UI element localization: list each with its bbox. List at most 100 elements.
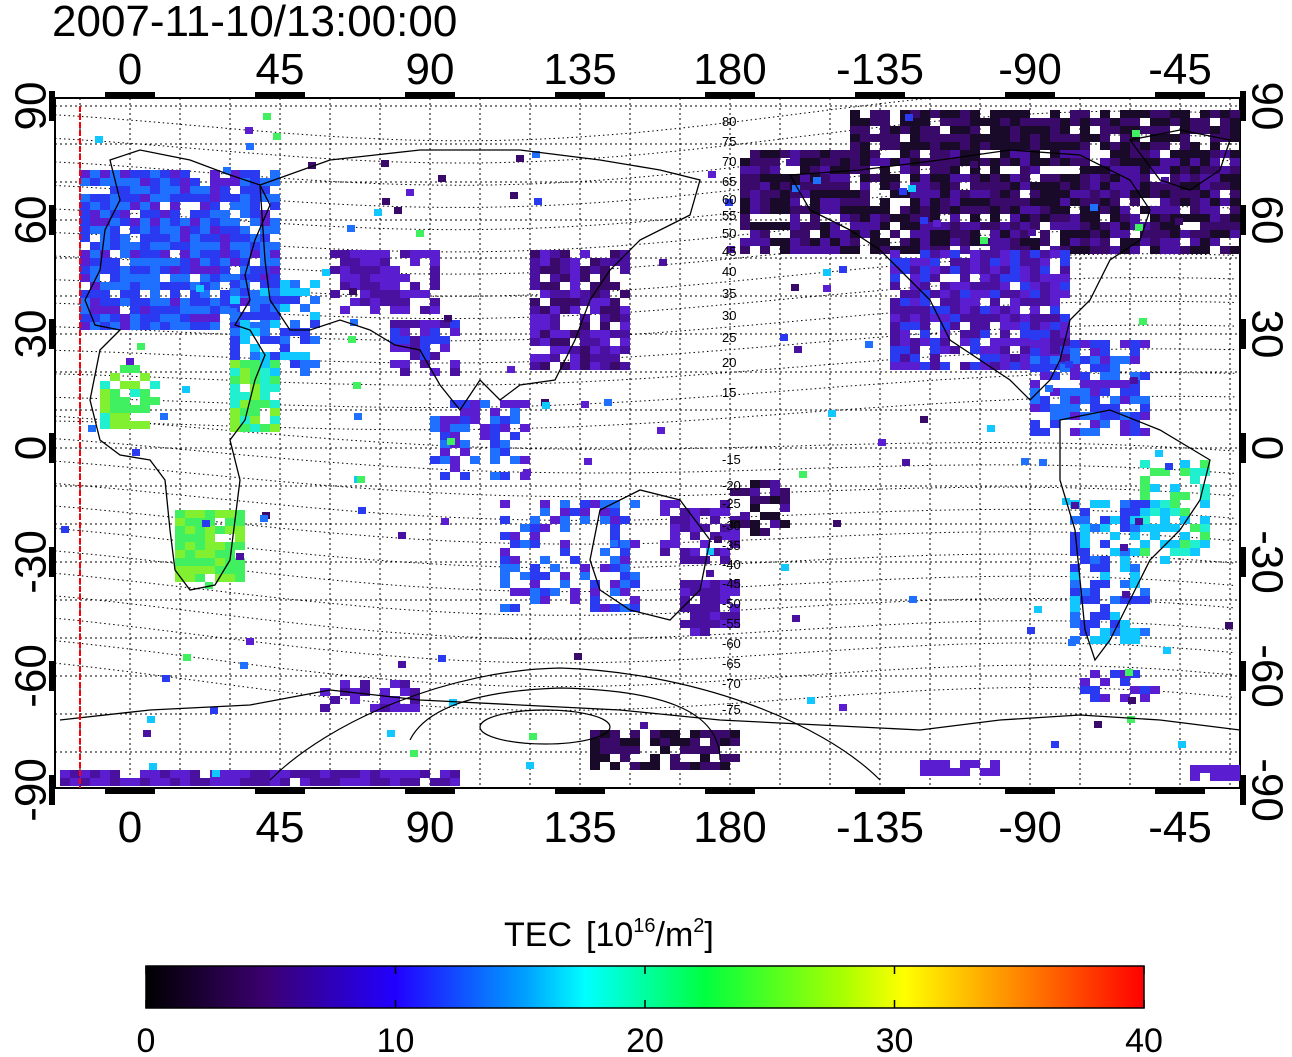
tec-cell — [1020, 134, 1030, 142]
tec-cell — [140, 778, 150, 786]
tec-cell — [740, 488, 750, 496]
tec-cell — [1120, 356, 1130, 364]
tec-cell — [620, 516, 630, 524]
tec-cell — [1160, 246, 1170, 254]
tec-cell — [1090, 134, 1100, 142]
tec-cell — [610, 508, 620, 516]
tec-cell — [250, 274, 260, 282]
tec-cell — [820, 246, 830, 254]
tec-cell — [1140, 588, 1150, 596]
tec-cell — [710, 580, 720, 588]
tec-cell — [570, 298, 580, 306]
tec-cell — [110, 274, 120, 282]
top-lon-label: 45 — [256, 45, 305, 94]
tec-cell — [920, 134, 930, 142]
tec-cell — [1070, 428, 1080, 436]
tec-cell — [900, 166, 910, 174]
tec-cell — [920, 110, 930, 118]
tec-cell — [1120, 134, 1130, 142]
tec-cell — [100, 194, 110, 202]
tec-cell — [880, 214, 890, 222]
tec-cell — [920, 222, 930, 230]
tec-cell — [1230, 134, 1240, 142]
tec-cell — [760, 198, 770, 206]
tec-cell — [1180, 142, 1190, 150]
tec-cell — [980, 362, 990, 370]
tec-cell — [1200, 540, 1210, 548]
tec-cell — [740, 222, 750, 230]
tec-cell — [910, 142, 920, 150]
tec-cell — [1060, 174, 1070, 182]
tec-cell — [1030, 134, 1040, 142]
tec-cell — [1140, 206, 1150, 214]
tec-cell — [1130, 198, 1140, 206]
tec-cell — [1170, 174, 1180, 182]
tec-cell — [450, 360, 460, 368]
tec-cell — [1100, 556, 1110, 564]
tec-cell — [1070, 340, 1080, 348]
tec-cell — [1100, 166, 1110, 174]
tec-cell — [1060, 396, 1070, 404]
tec-cell — [205, 550, 215, 558]
coastline-antarctica — [59, 689, 1240, 731]
tec-cell — [570, 354, 580, 362]
tec-cell — [90, 218, 100, 226]
tec-cell — [960, 760, 970, 768]
tec-cell — [400, 344, 410, 352]
tec-cell — [260, 376, 270, 384]
tec-cell — [240, 194, 250, 202]
tec-cell — [880, 246, 890, 254]
tec-cell — [630, 500, 640, 508]
tec-cell — [149, 763, 157, 770]
tec-cell — [1070, 396, 1080, 404]
tec-cell — [990, 266, 1000, 274]
tec-cell — [250, 218, 260, 226]
tec-cell — [520, 588, 530, 596]
tec-cell — [1090, 340, 1100, 348]
tec-cell — [220, 234, 230, 242]
tec-cell — [1000, 314, 1010, 322]
tec-cell — [1110, 356, 1120, 364]
tec-cell — [990, 198, 1000, 206]
tec-cell — [215, 550, 225, 558]
contour-label: 35 — [722, 286, 736, 301]
tec-cell — [1071, 502, 1079, 509]
tec-cell — [865, 341, 873, 348]
tec-cell — [140, 397, 150, 405]
tec-cell — [480, 400, 490, 408]
tec-cell — [100, 306, 110, 314]
tec-cell — [160, 234, 170, 242]
tec-cell — [580, 298, 590, 306]
tec-cell — [220, 218, 230, 226]
tec-cell — [1060, 346, 1070, 354]
tec-cell — [980, 258, 990, 266]
tec-cell — [220, 250, 230, 258]
tec-cell — [1130, 118, 1140, 126]
tec-cell — [720, 580, 730, 588]
tec-cell — [540, 330, 550, 338]
tec-cell — [349, 288, 357, 295]
tec-cell — [910, 238, 920, 246]
tec-cell — [1040, 372, 1050, 380]
tec-cell — [410, 258, 420, 266]
tec-cell — [1050, 150, 1060, 158]
tec-cell — [1020, 230, 1030, 238]
tec-cell — [150, 306, 160, 314]
tec-cell — [190, 282, 200, 290]
tec-cell — [740, 246, 750, 254]
tec-cell — [1160, 524, 1170, 532]
tec-cell — [910, 274, 920, 282]
tec-cell — [270, 360, 280, 368]
tec-cell — [890, 346, 900, 354]
tec-cell — [950, 298, 960, 306]
tec-cell — [196, 285, 204, 292]
left-lat-label: -60 — [7, 644, 56, 708]
tec-cell — [1030, 266, 1040, 274]
tec-cell — [510, 408, 520, 416]
tec-cell — [1080, 532, 1090, 540]
tec-cell — [260, 274, 270, 282]
tec-cell — [235, 534, 245, 542]
tec-cell — [1140, 142, 1150, 150]
tec-cell — [1110, 150, 1120, 158]
tec-cell — [828, 410, 836, 417]
